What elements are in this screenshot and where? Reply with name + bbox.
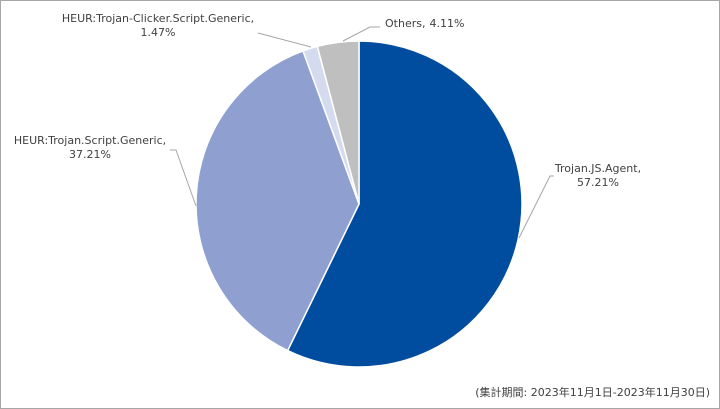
pie-slice	[286, 40, 523, 368]
slice-label: Others, 4.11%	[385, 17, 464, 30]
slice-label-name: HEUR:Trojan.Script.Generic,	[14, 134, 166, 147]
leader-line	[342, 26, 380, 42]
leader-line	[518, 175, 554, 239]
pie-slice	[316, 40, 360, 205]
slice-label-name: Others,	[385, 17, 425, 30]
pie-slice	[195, 49, 360, 352]
slice-label: HEUR:Trojan-Clicker.Script.Generic, 1.47%	[62, 12, 254, 39]
slice-label: Trojan.JS.Agent, 57.21%	[554, 162, 641, 189]
slice-label-value: 37.21%	[69, 148, 111, 161]
period-note: (集計期間: 2023年11月1日-2023年11月30日)	[475, 385, 710, 399]
leader-line	[170, 149, 197, 207]
slice-label-name: Trojan.JS.Agent,	[554, 162, 641, 175]
slice-label-value: 1.47%	[141, 26, 176, 39]
slice-label-value: 57.21%	[577, 176, 619, 189]
slice-label: HEUR:Trojan.Script.Generic, 37.21%	[14, 134, 166, 161]
leader-line	[257, 32, 312, 48]
slice-label-name: HEUR:Trojan-Clicker.Script.Generic,	[62, 12, 254, 25]
slice-label-value: 4.11%	[429, 17, 464, 30]
